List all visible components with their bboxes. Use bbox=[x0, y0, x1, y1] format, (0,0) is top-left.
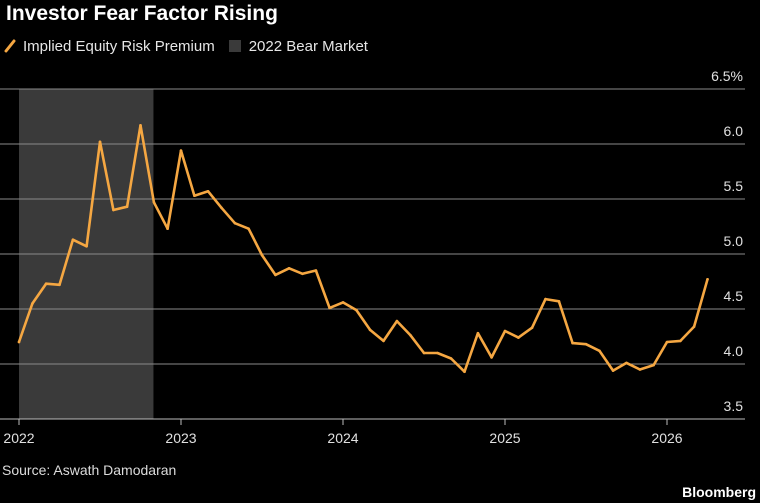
y-tick-label: 6.0 bbox=[724, 123, 744, 139]
data-point bbox=[314, 269, 318, 272]
data-point bbox=[625, 361, 628, 365]
data-point bbox=[247, 227, 250, 230]
chart-title: Investor Fear Factor Rising bbox=[6, 2, 278, 25]
data-point bbox=[193, 194, 196, 197]
data-point bbox=[71, 238, 75, 241]
data-point bbox=[517, 336, 520, 339]
data-point bbox=[287, 267, 291, 270]
data-point bbox=[233, 221, 237, 225]
data-point bbox=[665, 340, 669, 344]
data-point bbox=[463, 370, 466, 374]
data-point bbox=[17, 340, 21, 344]
legend-label-bear-market: 2022 Bear Market bbox=[248, 37, 368, 55]
data-point bbox=[206, 190, 210, 193]
y-tick-label: 4.5 bbox=[724, 288, 744, 304]
data-point bbox=[476, 331, 480, 335]
data-point bbox=[112, 208, 115, 212]
series-line bbox=[17, 124, 709, 374]
data-point bbox=[557, 300, 561, 303]
data-point bbox=[409, 334, 412, 337]
data-point bbox=[530, 326, 534, 330]
y-tick-label: 5.0 bbox=[724, 233, 744, 249]
data-point bbox=[598, 349, 601, 353]
legend-item-bear-market: 2022 Bear Market bbox=[228, 37, 368, 55]
data-point bbox=[31, 302, 34, 305]
data-point bbox=[382, 339, 385, 343]
data-point bbox=[328, 306, 331, 310]
legend: Implied Equity Risk Premium 2022 Bear Ma… bbox=[4, 36, 382, 56]
data-point bbox=[274, 273, 277, 277]
data-point bbox=[395, 319, 399, 323]
x-tick-label: 2026 bbox=[651, 430, 682, 446]
data-point bbox=[638, 368, 642, 371]
data-point bbox=[436, 351, 439, 355]
legend-label-risk-premium: Implied Equity Risk Premium bbox=[23, 37, 215, 55]
data-point bbox=[301, 272, 304, 276]
data-point bbox=[98, 140, 102, 144]
data-point bbox=[503, 329, 507, 333]
x-tick-label: 2025 bbox=[489, 430, 520, 446]
data-point bbox=[260, 253, 264, 257]
data-point bbox=[368, 328, 372, 332]
data-point bbox=[652, 363, 655, 367]
data-point bbox=[152, 201, 156, 204]
data-point bbox=[220, 206, 223, 210]
data-point bbox=[422, 351, 426, 355]
legend-item-risk-premium: Implied Equity Risk Premium bbox=[4, 38, 215, 55]
data-point bbox=[166, 227, 169, 230]
y-tick-label: 3.5 bbox=[724, 398, 744, 414]
data-point bbox=[706, 278, 709, 281]
data-point bbox=[571, 341, 574, 345]
data-point bbox=[611, 369, 615, 372]
data-point bbox=[544, 297, 547, 301]
data-point bbox=[125, 205, 129, 208]
data-point bbox=[679, 339, 682, 343]
data-point bbox=[341, 301, 345, 304]
y-tick-label: 6.5% bbox=[711, 68, 743, 84]
data-point bbox=[139, 124, 142, 127]
box-swatch-icon bbox=[228, 40, 241, 52]
data-point bbox=[85, 245, 88, 248]
data-point bbox=[44, 282, 48, 286]
brand-logo: Bloomberg bbox=[682, 484, 756, 500]
source-note: Source: Aswath Damodaran bbox=[2, 462, 177, 478]
line-swatch-icon bbox=[4, 39, 16, 53]
data-point bbox=[355, 308, 358, 312]
data-point bbox=[449, 357, 453, 360]
data-point bbox=[490, 356, 493, 359]
x-tick-label: 2022 bbox=[3, 430, 34, 446]
data-point bbox=[58, 283, 61, 287]
data-point bbox=[179, 149, 183, 152]
data-point bbox=[692, 325, 696, 328]
x-tick-label: 2023 bbox=[165, 430, 196, 446]
x-tick-label: 2024 bbox=[327, 430, 358, 446]
y-tick-label: 4.0 bbox=[724, 343, 744, 359]
data-point bbox=[584, 342, 588, 346]
y-tick-label: 5.5 bbox=[724, 178, 744, 194]
